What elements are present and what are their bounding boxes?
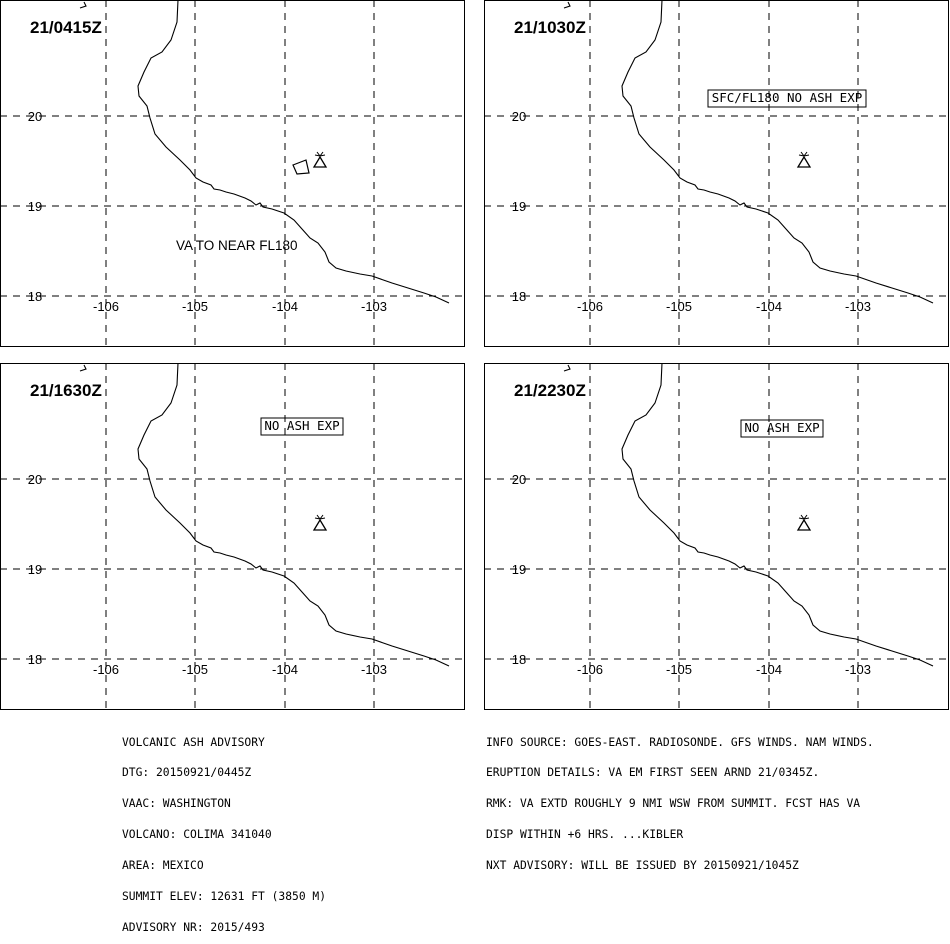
advisory-line: VOLCANIC ASH ADVISORY <box>122 735 265 749</box>
longitude-tick-label: -103 <box>361 662 387 677</box>
advisory-line: INFO SOURCE: GOES-EAST. RADIOSONDE. GFS … <box>486 735 874 749</box>
ash-extent-label: VA TO NEAR FL180 <box>176 238 298 253</box>
latitude-tick-label: 18 <box>512 652 526 667</box>
coastline <box>79 0 450 304</box>
volcano-triangle-icon <box>312 514 328 531</box>
longitude-tick-label: -106 <box>93 299 119 314</box>
label-box <box>260 417 344 436</box>
longitude-tick-label: -106 <box>577 662 603 677</box>
label-box <box>707 89 867 108</box>
forecast-panel: -106 -105 -104 -103 20 19 18 21/2230Z NO ASH EXP <box>484 363 949 710</box>
latitude-tick-label: 18 <box>28 289 42 304</box>
latitude-tick-label: 20 <box>28 109 42 124</box>
latitude-tick-label: 19 <box>512 199 526 214</box>
ash-cloud-polygon <box>292 159 310 175</box>
latitude-tick-label: 19 <box>512 562 526 577</box>
coastline <box>79 363 450 667</box>
volcano-triangle-icon <box>796 514 812 531</box>
longitude-tick-label: -105 <box>182 662 208 677</box>
longitude-tick-label: -104 <box>756 299 782 314</box>
panel-frame <box>0 363 465 710</box>
advisory-line: VOLCANO: COLIMA 341040 <box>122 828 272 842</box>
advisory-line: RMK: VA EXTD ROUGHLY 9 NMI WSW FROM SUMM… <box>486 797 861 811</box>
longitude-tick-label: -105 <box>182 299 208 314</box>
map-canvas: -106 -105 -104 -103 20 19 18 21/1630Z NO ASH EXP <box>0 363 465 710</box>
advisory-line: AREA: MEXICO <box>122 859 204 873</box>
longitude-tick-label: -104 <box>272 299 298 314</box>
forecast-panel: -106 -105 -104 -103 20 19 18 21/0415Z VA TO NEAR… <box>0 0 465 347</box>
ash-forecast-label: NO ASH EXP <box>744 420 819 435</box>
advisory-line: NXT ADVISORY: WILL BE ISSUED BY 20150921… <box>486 859 799 873</box>
map-canvas: -106 -105 -104 -103 20 19 18 21/1030Z SFC/FL180 … <box>484 0 949 347</box>
latitude-tick-label: 20 <box>28 472 42 487</box>
advisory-line: ERUPTION DETAILS: VA EM FIRST SEEN ARND … <box>486 766 820 780</box>
volcano-triangle-icon <box>312 151 328 168</box>
map-canvas: -106 -105 -104 -103 20 19 18 21/0415Z VA TO NEAR… <box>0 0 465 347</box>
latitude-tick-label: 18 <box>28 652 42 667</box>
forecast-time-label: 21/0415Z <box>30 18 102 37</box>
longitude-tick-label: -106 <box>577 299 603 314</box>
panel-frame <box>484 0 949 347</box>
label-box <box>740 419 824 438</box>
latitude-tick-label: 20 <box>512 472 526 487</box>
forecast-panel: -106 -105 -104 -103 20 19 18 21/1030Z SFC/FL180 … <box>484 0 949 347</box>
forecast-time-label: 21/2230Z <box>514 381 586 400</box>
panel-frame <box>484 363 949 710</box>
coastline <box>563 363 934 667</box>
advisory-header-text: VOLCANIC ASH ADVISORY DTG: 20150921/0445… <box>122 717 326 944</box>
longitude-tick-label: -106 <box>93 662 119 677</box>
latitude-tick-label: 19 <box>28 562 42 577</box>
forecast-time-label: 21/1030Z <box>514 18 586 37</box>
advisory-line: DTG: 20150921/0445Z <box>122 766 252 780</box>
advisory-details-text: INFO SOURCE: GOES-EAST. RADIOSONDE. GFS … <box>486 717 874 882</box>
advisory-line: SUMMIT ELEV: 12631 FT (3850 M) <box>122 890 327 904</box>
latitude-tick-label: 19 <box>28 199 42 214</box>
latitude-tick-label: 18 <box>512 289 526 304</box>
panel-frame <box>0 0 465 347</box>
advisory-line: VAAC: WASHINGTON <box>122 797 231 811</box>
ash-forecast-label: NO ASH EXP <box>264 418 339 433</box>
latitude-tick-label: 20 <box>512 109 526 124</box>
longitude-tick-label: -104 <box>756 662 782 677</box>
coastline <box>563 0 934 304</box>
forecast-panel: -106 -105 -104 -103 20 19 18 21/1630Z NO ASH EXP <box>0 363 465 710</box>
map-canvas: -106 -105 -104 -103 20 19 18 21/2230Z NO ASH EXP <box>484 363 949 710</box>
advisory-line: DISP WITHIN +6 HRS. ...KIBLER <box>486 828 684 842</box>
ash-forecast-label: SFC/FL180 NO ASH EXP <box>712 90 863 105</box>
longitude-tick-label: -104 <box>272 662 298 677</box>
longitude-tick-label: -105 <box>666 299 692 314</box>
volcano-triangle-icon <box>796 151 812 168</box>
forecast-time-label: 21/1630Z <box>30 381 102 400</box>
longitude-tick-label: -103 <box>361 299 387 314</box>
longitude-tick-label: -103 <box>845 299 871 314</box>
longitude-tick-label: -103 <box>845 662 871 677</box>
advisory-line: ADVISORY NR: 2015/493 <box>122 920 265 934</box>
longitude-tick-label: -105 <box>666 662 692 677</box>
